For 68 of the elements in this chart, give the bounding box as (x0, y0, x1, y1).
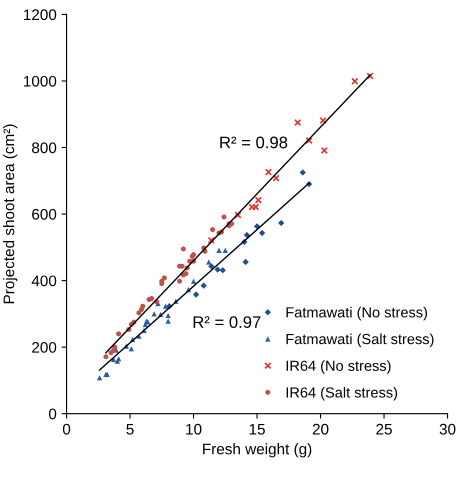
point (116, 356, 122, 362)
point (222, 214, 227, 220)
point (278, 220, 284, 226)
point (294, 118, 302, 126)
point (103, 354, 108, 360)
point (258, 230, 266, 236)
point (208, 263, 214, 270)
point (166, 312, 171, 318)
y-tick-label: 600 (32, 208, 56, 220)
point (200, 282, 207, 289)
point (96, 375, 102, 380)
point (140, 304, 146, 309)
point (162, 304, 168, 309)
point (272, 174, 280, 182)
y-tick-label: 0 (48, 408, 56, 420)
point (300, 169, 306, 176)
legend-label: IR64 (Salt stress) (286, 386, 398, 401)
legend-label: IR64 (No stress) (286, 360, 391, 374)
point (190, 278, 196, 284)
point (116, 331, 122, 336)
point (244, 232, 250, 238)
x-tick-label: 0 (62, 424, 70, 435)
point (254, 196, 262, 204)
point (136, 310, 142, 316)
point (264, 168, 272, 176)
annotation: R² = 0.98 (220, 136, 288, 148)
point (248, 203, 256, 211)
point (220, 267, 226, 274)
point (149, 296, 154, 302)
x-tick-label: 10 (186, 424, 202, 435)
point (366, 72, 374, 80)
point (242, 258, 249, 266)
point (177, 278, 182, 284)
point (234, 211, 242, 219)
x-tick-label: 15 (250, 424, 265, 435)
point (180, 246, 186, 252)
y-tick-label: 1000 (24, 76, 56, 87)
point (192, 291, 200, 298)
point (152, 311, 157, 316)
point (214, 266, 221, 273)
point (216, 248, 222, 253)
x-tick-label: 25 (376, 424, 392, 435)
point (222, 248, 228, 253)
y-tick-label: 800 (32, 142, 56, 154)
point (166, 318, 171, 324)
point (112, 344, 118, 350)
point (210, 227, 216, 232)
point (320, 146, 328, 154)
point (208, 236, 215, 244)
x-tick-label: 20 (312, 424, 328, 435)
x-tick-label: 5 (126, 424, 134, 435)
point (183, 271, 188, 276)
point (252, 203, 260, 211)
y-tick-label: 400 (32, 275, 56, 286)
y-tick-label: 200 (32, 342, 56, 353)
y-tick-label: 1200 (24, 9, 56, 20)
x-axis-title: Fresh weight (g) (203, 443, 312, 458)
y-axis-title: Projected shoot area (cm²) (3, 124, 18, 304)
point (162, 275, 167, 280)
point (206, 259, 212, 265)
point (351, 78, 358, 85)
annotation: R² = 0.97 (194, 316, 260, 328)
point (128, 346, 134, 352)
x-tick-label: 30 (440, 424, 456, 435)
legend-label: Fatmawati (Salt stress) (286, 334, 434, 348)
point (319, 116, 327, 124)
point (305, 136, 313, 144)
legend-label: Fatmawati (No stress) (286, 306, 428, 320)
